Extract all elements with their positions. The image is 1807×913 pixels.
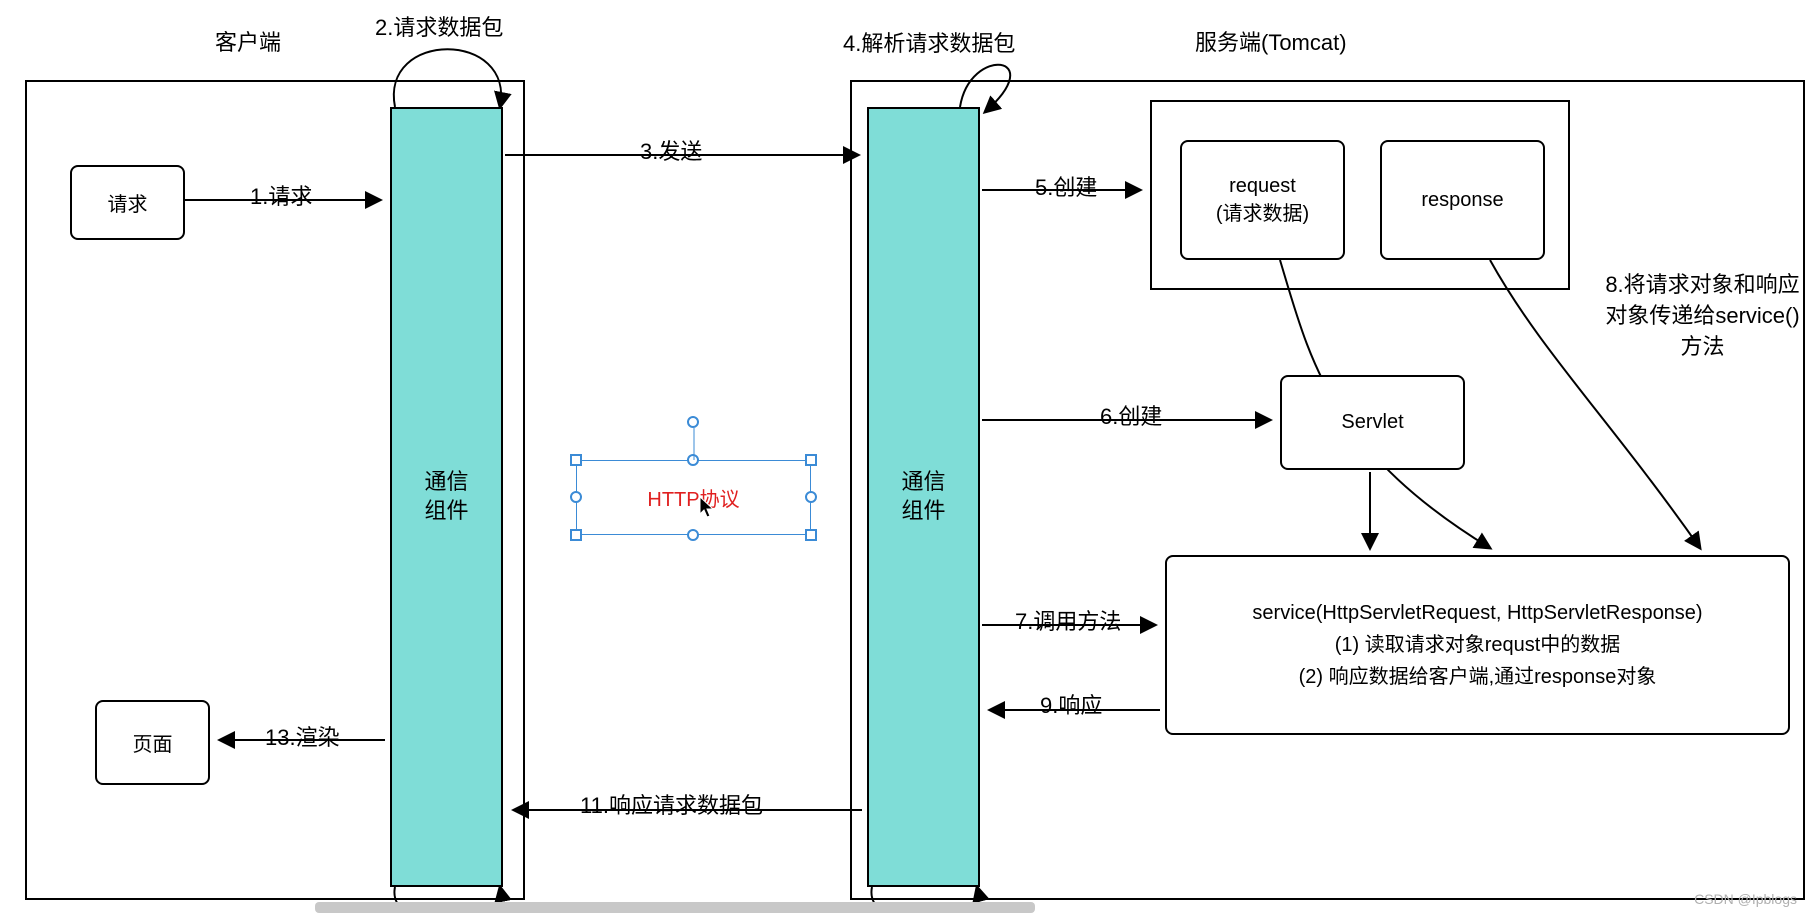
- request-object-box: request (请求数据): [1180, 140, 1345, 260]
- edge-8-l1: 8.将请求对象和响应: [1605, 272, 1799, 297]
- edge-13-label: 13.渲染: [265, 720, 340, 752]
- response-object-box: response: [1380, 140, 1545, 260]
- selection-handle-e[interactable]: [805, 491, 817, 503]
- scrollbar-stub[interactable]: [315, 902, 1035, 913]
- diagram-canvas: 客户端 服务端(Tomcat) 通信 组件 通信 组件 请求 页面 reques…: [0, 0, 1807, 913]
- servlet-box: Servlet: [1280, 375, 1465, 470]
- edge-3-label: 3.发送: [640, 134, 702, 166]
- request-box-label: 请求: [108, 188, 148, 217]
- edge-1-label: 1.请求: [250, 179, 312, 211]
- edge-7-label: 7.调用方法: [1015, 604, 1121, 636]
- client-comm-pillar: 通信 组件: [390, 107, 503, 887]
- selection-handle-se[interactable]: [805, 529, 817, 541]
- edge-5-label: 5.创建: [1035, 170, 1097, 202]
- client-title: 客户端: [215, 25, 281, 57]
- http-protocol-selected-box[interactable]: HTTP协议: [576, 460, 811, 535]
- selection-handle-nw[interactable]: [570, 454, 582, 466]
- edge-2-label: 2.请求数据包: [375, 10, 503, 42]
- selection-handle-rotate[interactable]: [687, 416, 699, 428]
- service-box-l3: (2) 响应数据给客户端,通过response对象: [1299, 661, 1657, 693]
- http-protocol-label: HTTP协议: [647, 483, 739, 512]
- edge-6-label: 6.创建: [1100, 399, 1162, 431]
- watermark-text: CSDN @Ipblogs: [1694, 891, 1797, 907]
- client-pillar-text-l1: 通信: [424, 468, 468, 497]
- edge-11-label: 11.响应请求数据包: [580, 788, 763, 820]
- service-box: service(HttpServletRequest, HttpServletR…: [1165, 555, 1790, 735]
- edge-8-l3: 方法: [1680, 334, 1724, 359]
- server-comm-pillar: 通信 组件: [867, 107, 980, 887]
- request-box: 请求: [70, 165, 185, 240]
- client-pillar-text-l2: 组件: [424, 497, 468, 526]
- edge-8-l2: 对象传递给service(): [1605, 303, 1799, 328]
- edge-8-label: 8.将请求对象和响应 对象传递给service() 方法: [1590, 270, 1807, 362]
- server-pillar-text-l2: 组件: [901, 497, 945, 526]
- server-pillar-text-l1: 通信: [901, 468, 945, 497]
- request-object-l1: request: [1229, 172, 1296, 200]
- service-box-l2: (1) 读取请求对象requst中的数据: [1335, 629, 1621, 661]
- response-object-label: response: [1421, 189, 1503, 212]
- request-object-l2: (请求数据): [1216, 200, 1309, 228]
- page-box: 页面: [95, 700, 210, 785]
- edge-9-label: 9.响应: [1040, 688, 1102, 720]
- edge-4-label: 4.解析请求数据包: [843, 26, 1015, 58]
- selection-handle-s[interactable]: [687, 529, 699, 541]
- selection-handle-sw[interactable]: [570, 529, 582, 541]
- page-box-label: 页面: [133, 728, 173, 757]
- servlet-box-label: Servlet: [1341, 411, 1403, 434]
- service-box-l1: service(HttpServletRequest, HttpServletR…: [1252, 597, 1702, 629]
- selection-handle-w[interactable]: [570, 491, 582, 503]
- selection-handle-ne[interactable]: [805, 454, 817, 466]
- server-title: 服务端(Tomcat): [1195, 25, 1347, 57]
- selection-handle-n[interactable]: [687, 454, 699, 466]
